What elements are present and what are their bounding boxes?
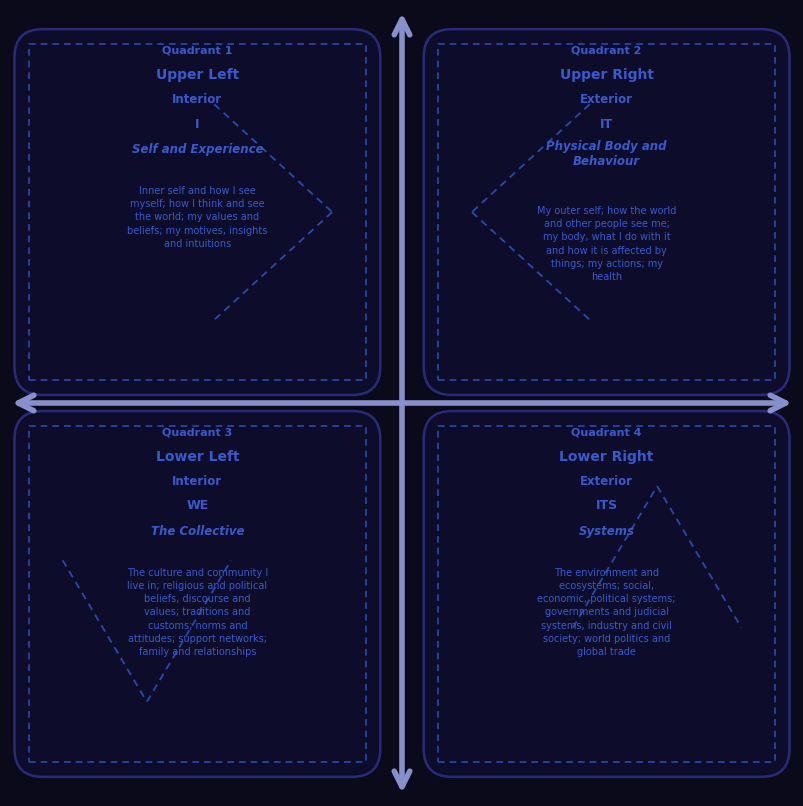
Text: Physical Body and
Behaviour: Physical Body and Behaviour (546, 140, 666, 168)
Text: Upper Right: Upper Right (559, 68, 653, 81)
Text: Quadrant 3: Quadrant 3 (162, 427, 232, 437)
Text: Lower Right: Lower Right (559, 450, 653, 463)
FancyBboxPatch shape (14, 411, 380, 777)
Text: Inner self and how I see
myself; how I think and see
the world; my values and
be: Inner self and how I see myself; how I t… (127, 186, 267, 249)
Text: The Collective: The Collective (150, 526, 244, 538)
Text: Self and Experience: Self and Experience (132, 143, 263, 156)
FancyBboxPatch shape (14, 29, 380, 395)
Text: Systems: Systems (578, 526, 634, 538)
Text: The culture and community I
live in; religious and political
beliefs, discourse : The culture and community I live in; rel… (127, 567, 267, 657)
Text: I: I (195, 118, 199, 131)
Text: Interior: Interior (172, 93, 222, 106)
Text: Lower Left: Lower Left (155, 450, 239, 463)
Text: Exterior: Exterior (580, 93, 632, 106)
Text: Exterior: Exterior (580, 476, 632, 488)
Text: Interior: Interior (172, 476, 222, 488)
Text: My outer self; how the world
and other people see me;
my body, what I do with it: My outer self; how the world and other p… (536, 206, 675, 282)
Text: WE: WE (186, 500, 208, 513)
Text: ITS: ITS (595, 500, 617, 513)
Text: IT: IT (599, 118, 613, 131)
Text: Quadrant 1: Quadrant 1 (162, 45, 232, 56)
FancyBboxPatch shape (423, 29, 789, 395)
Text: The environment and
ecosystems; social,
economic, political systems;
governments: The environment and ecosystems; social, … (536, 567, 675, 657)
Text: Quadrant 2: Quadrant 2 (571, 45, 641, 56)
Text: Upper Left: Upper Left (156, 68, 238, 81)
Text: Quadrant 4: Quadrant 4 (571, 427, 641, 437)
FancyBboxPatch shape (423, 411, 789, 777)
